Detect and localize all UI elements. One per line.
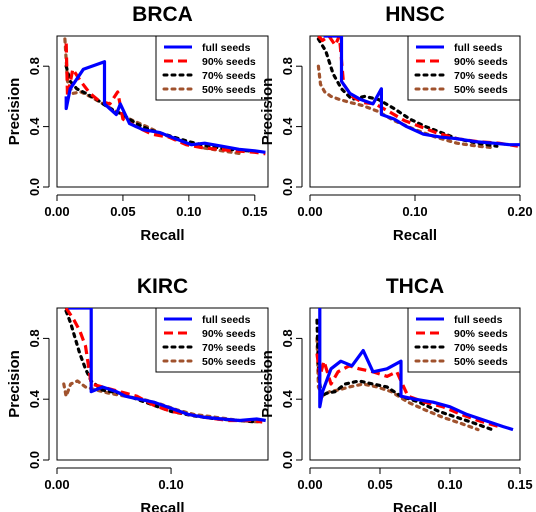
legend: full seeds 90% seeds 70% seeds 50% seeds: [155, 35, 269, 101]
x-tick-label: 0.10: [437, 477, 462, 492]
legend: full seeds 90% seeds 70% seeds 50% seeds: [407, 307, 521, 373]
x-tick-label: 0.05: [110, 204, 135, 219]
y-axis-label: Precision: [259, 350, 276, 418]
panel-kirc: KIRC 0.00 0.10 0.0 0.4 0.8 Recall Precision full…: [6, 275, 269, 512]
legend-label: 90% seeds: [454, 56, 508, 68]
legend-label: 70% seeds: [454, 70, 508, 82]
x-tick-label: 0.20: [507, 204, 532, 219]
legend-label: full seeds: [202, 314, 251, 326]
y-tick-label: 0.8: [27, 57, 42, 75]
series-group: [315, 308, 514, 432]
series-line-70-seeds: [315, 318, 494, 432]
legend-label: 90% seeds: [454, 328, 508, 340]
legend-label: 50% seeds: [454, 356, 508, 368]
legend-label: full seeds: [454, 42, 503, 54]
legend-label: 70% seeds: [454, 342, 508, 354]
y-axis-label: Precision: [6, 78, 23, 146]
x-tick-label: 0.15: [242, 204, 267, 219]
y-tick-label: 0.0: [280, 451, 295, 469]
y-tick-label: 0.4: [27, 117, 42, 136]
legend-label: 50% seeds: [202, 356, 256, 368]
x-axis-label: Recall: [140, 227, 184, 244]
panel-title: KIRC: [137, 275, 188, 298]
panel-title: HNSC: [385, 3, 445, 26]
panel-thca: THCA 0.00 0.05 0.10 0.15 0.0 0.4 0.8 Recall Preci…: [259, 275, 533, 512]
y-tick-label: 0.0: [280, 178, 295, 196]
legend-label: 70% seeds: [202, 342, 256, 354]
y-tick-label: 0.0: [27, 178, 42, 196]
x-tick-label: 0.00: [44, 204, 69, 219]
y-tick-label: 0.4: [27, 389, 42, 408]
y-axis-label: Precision: [259, 78, 276, 146]
legend-label: 90% seeds: [202, 56, 256, 68]
x-axis-label: Recall: [140, 500, 184, 512]
y-tick-label: 0.8: [27, 329, 42, 347]
legend-label: full seeds: [454, 314, 503, 326]
series-group: [63, 37, 266, 156]
legend: full seeds 90% seeds 70% seeds 50% seeds: [155, 307, 269, 373]
x-tick-label: 0.00: [44, 477, 69, 492]
x-tick-label: 0.00: [297, 477, 322, 492]
legend-label: 90% seeds: [202, 328, 256, 340]
y-tick-label: 0.8: [280, 329, 295, 347]
x-axis-label: Recall: [393, 500, 437, 512]
panel-title: THCA: [386, 275, 444, 298]
legend: full seeds 90% seeds 70% seeds 50% seeds: [407, 35, 521, 101]
series-group: [62, 308, 266, 424]
series-line-50-seeds: [316, 64, 496, 150]
y-tick-label: 0.4: [280, 389, 295, 408]
x-tick-label: 0.15: [507, 477, 532, 492]
panel-title: BRCA: [132, 3, 193, 26]
panel-hnsc: HNSC 0.00 0.10 0.20 0.0 0.4 0.8 Recall Precision…: [259, 3, 533, 244]
series-line-90-seeds: [317, 36, 519, 148]
series-line-50-seeds: [62, 379, 262, 424]
y-tick-label: 0.8: [280, 57, 295, 75]
y-axis-label: Precision: [6, 350, 23, 418]
panel-brca: BRCA 0.00 0.05 0.10 0.15 0.0 0.4 0.8 Recall Preci…: [6, 3, 269, 244]
y-tick-label: 0.4: [280, 117, 295, 136]
series-line-full-seeds: [323, 36, 520, 147]
x-tick-label: 0.00: [297, 204, 322, 219]
x-tick-label: 0.05: [367, 477, 392, 492]
series-line-full-seeds: [318, 308, 514, 432]
x-tick-label: 0.10: [402, 204, 427, 219]
legend-label: 50% seeds: [202, 84, 256, 96]
series-line-full-seeds: [68, 308, 266, 423]
series-group: [316, 36, 520, 150]
y-tick-label: 0.0: [27, 451, 42, 469]
x-tick-label: 0.10: [176, 204, 201, 219]
legend-label: 70% seeds: [202, 70, 256, 82]
series-line-70-seeds: [64, 64, 263, 154]
series-line-90-seeds: [315, 353, 500, 429]
x-axis-label: Recall: [393, 227, 437, 244]
legend-label: 50% seeds: [454, 84, 508, 96]
x-tick-label: 0.10: [158, 477, 183, 492]
series-line-full-seeds: [64, 60, 266, 154]
legend-label: full seeds: [202, 42, 251, 54]
